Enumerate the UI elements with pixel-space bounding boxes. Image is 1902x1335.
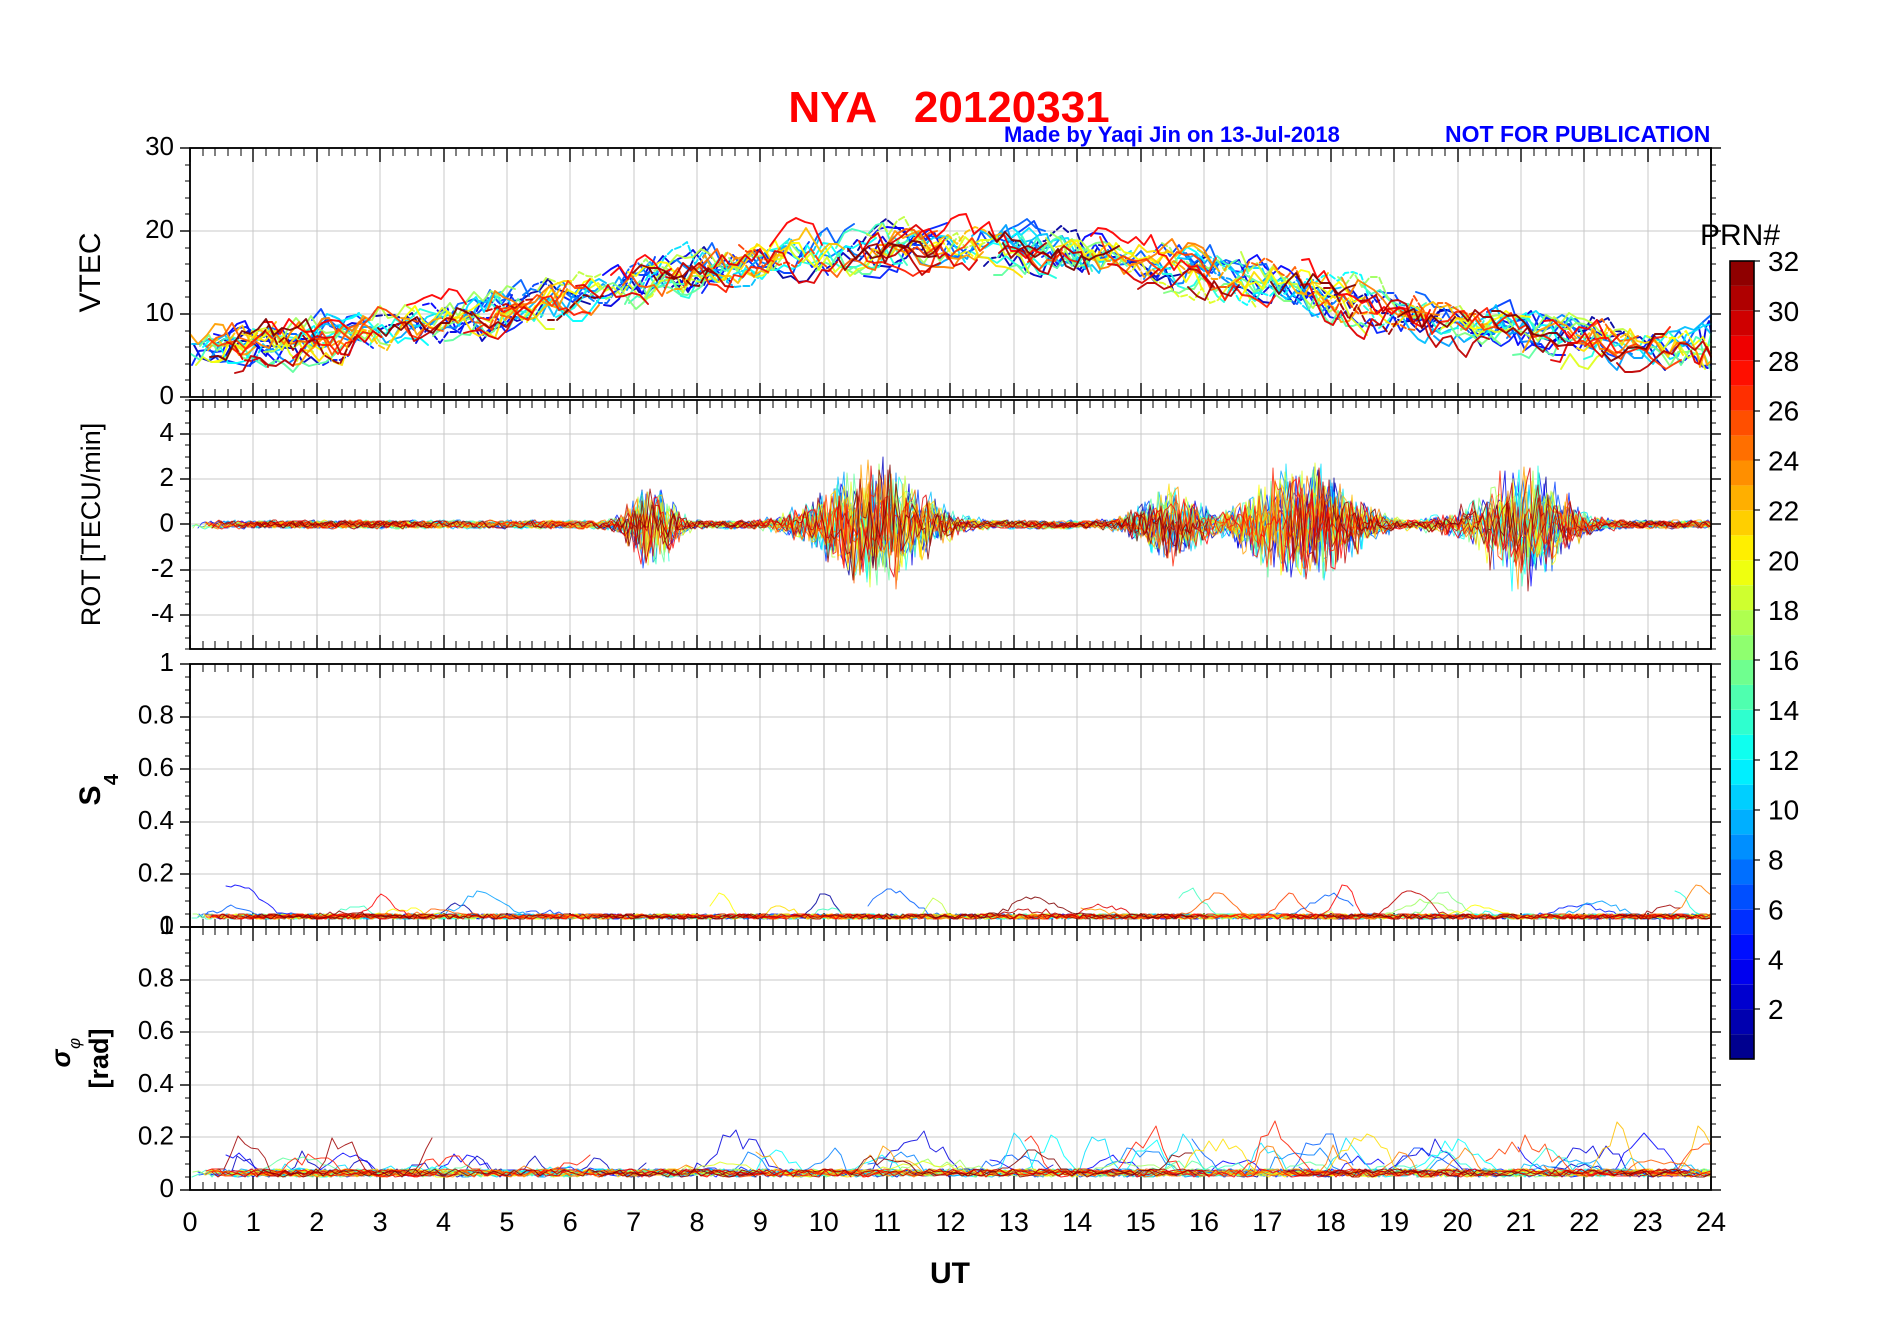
svg-text:-4: -4 xyxy=(151,598,174,628)
svg-text:19: 19 xyxy=(1379,1207,1409,1237)
svg-text:21: 21 xyxy=(1506,1207,1536,1237)
svg-text:6: 6 xyxy=(1768,894,1784,925)
svg-text:16: 16 xyxy=(1189,1207,1219,1237)
svg-text:ROT [TECU/min]: ROT [TECU/min] xyxy=(76,423,106,627)
svg-text:0.2: 0.2 xyxy=(138,1120,174,1150)
svg-text:0.6: 0.6 xyxy=(138,1015,174,1045)
svg-text:0: 0 xyxy=(160,508,174,538)
svg-text:20: 20 xyxy=(1768,545,1799,576)
svg-text:32: 32 xyxy=(1768,246,1799,277)
svg-text:4: 4 xyxy=(1768,944,1784,975)
svg-text:0.2: 0.2 xyxy=(138,857,174,887)
svg-text:2: 2 xyxy=(1768,994,1784,1025)
svg-text:10: 10 xyxy=(145,297,174,327)
svg-text:UT: UT xyxy=(930,1257,970,1290)
svg-text:30: 30 xyxy=(1768,296,1799,327)
svg-text:16: 16 xyxy=(1768,645,1799,676)
svg-text:20: 20 xyxy=(145,214,174,244)
svg-text:12: 12 xyxy=(1768,745,1799,776)
svg-text:22: 22 xyxy=(1768,495,1799,526)
svg-text:24: 24 xyxy=(1696,1207,1726,1237)
svg-text:18: 18 xyxy=(1768,595,1799,626)
svg-text:28: 28 xyxy=(1768,346,1799,377)
svg-text:13: 13 xyxy=(999,1207,1029,1237)
svg-text:1: 1 xyxy=(246,1207,261,1237)
svg-text:5: 5 xyxy=(499,1207,514,1237)
svg-text:S: S xyxy=(74,785,107,805)
svg-text:1: 1 xyxy=(160,647,174,677)
svg-text:NOT FOR PUBLICATION: NOT FOR PUBLICATION xyxy=(1445,121,1710,147)
svg-text:12: 12 xyxy=(935,1207,965,1237)
svg-text:10: 10 xyxy=(809,1207,839,1237)
svg-text:11: 11 xyxy=(873,1207,901,1237)
svg-text:σ: σ xyxy=(46,1048,76,1067)
svg-text:0.6: 0.6 xyxy=(138,752,174,782)
svg-text:22: 22 xyxy=(1569,1207,1599,1237)
svg-text:26: 26 xyxy=(1768,396,1799,427)
svg-text:8: 8 xyxy=(689,1207,704,1237)
svg-text:0: 0 xyxy=(182,1207,197,1237)
svg-text:24: 24 xyxy=(1768,446,1799,477)
svg-text:φ: φ xyxy=(65,1038,84,1049)
svg-text:-2: -2 xyxy=(151,553,174,583)
svg-text:3: 3 xyxy=(373,1207,388,1237)
svg-text:14: 14 xyxy=(1768,695,1799,726)
svg-text:0: 0 xyxy=(160,380,174,410)
svg-text:0.4: 0.4 xyxy=(138,1068,174,1098)
svg-text:23: 23 xyxy=(1633,1207,1663,1237)
svg-text:[rad]: [rad] xyxy=(84,1029,114,1089)
svg-text:9: 9 xyxy=(753,1207,768,1237)
svg-text:7: 7 xyxy=(626,1207,641,1237)
svg-text:4: 4 xyxy=(436,1207,451,1237)
svg-text:17: 17 xyxy=(1252,1207,1282,1237)
svg-text:14: 14 xyxy=(1062,1207,1092,1237)
svg-text:20: 20 xyxy=(1442,1207,1472,1237)
svg-text:1: 1 xyxy=(160,910,174,940)
svg-text:0: 0 xyxy=(160,1173,174,1203)
svg-text:4: 4 xyxy=(160,417,174,447)
svg-text:2: 2 xyxy=(160,462,174,492)
svg-text:Made by Yaqi Jin on 13-Jul-201: Made by Yaqi Jin on 13-Jul-2018 xyxy=(1004,122,1340,147)
svg-text:VTEC: VTEC xyxy=(74,232,107,312)
svg-text:0.8: 0.8 xyxy=(138,700,174,730)
svg-text:2: 2 xyxy=(309,1207,324,1237)
svg-text:6: 6 xyxy=(563,1207,578,1237)
svg-text:15: 15 xyxy=(1126,1207,1156,1237)
svg-text:4: 4 xyxy=(101,773,123,785)
svg-text:30: 30 xyxy=(145,131,174,161)
svg-text:10: 10 xyxy=(1768,795,1799,826)
svg-text:0.4: 0.4 xyxy=(138,805,174,835)
svg-text:8: 8 xyxy=(1768,845,1784,876)
svg-text:18: 18 xyxy=(1316,1207,1346,1237)
svg-text:0.8: 0.8 xyxy=(138,963,174,993)
